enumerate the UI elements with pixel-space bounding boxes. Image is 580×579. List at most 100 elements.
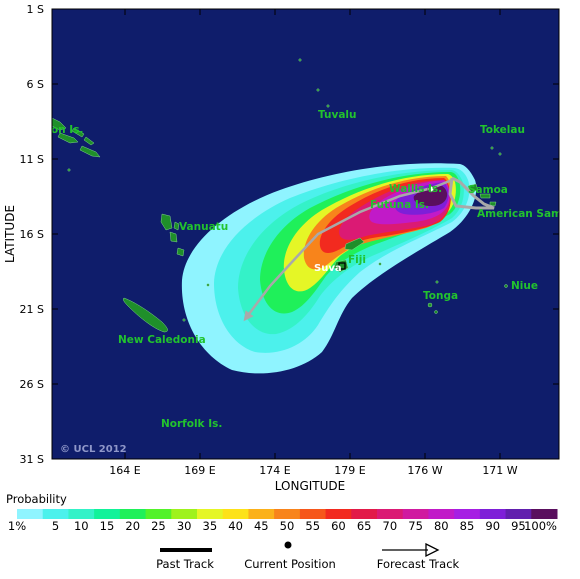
storm-track <box>243 176 495 322</box>
axis-ticks <box>52 8 559 460</box>
lat-tick-label: 1 S <box>27 3 44 16</box>
legend-level-label: 10 <box>74 519 89 533</box>
label-wallis: Wallis Is. <box>389 183 442 195</box>
suva-marker <box>338 262 346 270</box>
legend-swatch <box>428 509 455 519</box>
label-vanuatu: Vanuatu <box>179 221 228 233</box>
tokelau-atoll-2 <box>498 152 502 156</box>
tuvalu-atoll-3 <box>326 104 330 108</box>
lon-tick-label: 174 E <box>259 464 290 477</box>
legend-level-label: 1% <box>8 519 26 533</box>
probability-swath <box>181 163 477 374</box>
legend-level-label: 100% <box>524 519 557 533</box>
legend-level-label: 20 <box>125 519 140 533</box>
lon-tick-label: 179 E <box>334 464 365 477</box>
legend-level-label: 75 <box>408 519 423 533</box>
legend-swatch <box>197 509 224 519</box>
legend-level-label: 45 <box>254 519 269 533</box>
tonga-island-2 <box>434 310 438 314</box>
label-niue: Niue <box>511 280 538 292</box>
samoa-upolu <box>479 193 491 199</box>
legend-swatch <box>68 509 95 519</box>
legend-level-label: 35 <box>203 519 218 533</box>
lon-tick-label: 176 W <box>407 464 442 477</box>
legend-level-label: 55 <box>305 519 320 533</box>
lat-tick-label: 6 S <box>27 78 44 91</box>
legend-swatch <box>171 509 198 519</box>
islet <box>206 283 210 287</box>
track-key: Past Track Current Position Forecast Tra… <box>156 541 460 571</box>
lat-tick-label: 11 S <box>20 153 44 166</box>
islet-4 <box>378 262 382 266</box>
label-american-samoa: American Samoa <box>477 208 576 220</box>
legend-level-label: 30 <box>177 519 192 533</box>
american-samoa-tutuila <box>489 201 497 207</box>
lon-tick-label: 164 E <box>109 464 140 477</box>
tuvalu-atoll <box>298 58 302 62</box>
y-axis-title: LATITUDE <box>3 205 17 263</box>
vanuatu-north <box>173 221 180 231</box>
legend-level-label: 95 <box>511 519 526 533</box>
copyright-text: © UCL 2012 <box>60 444 127 455</box>
lon-tick-label: 171 W <box>482 464 517 477</box>
vanuatu-efate <box>176 247 185 257</box>
lat-tick-label: 21 S <box>20 303 44 316</box>
forecast-track-key-label: Forecast Track <box>377 557 460 571</box>
legend-level-label: 5 <box>52 519 59 533</box>
solomon-islands-3 <box>79 145 101 158</box>
legend-level-label: 65 <box>357 519 372 533</box>
new-caledonia-island <box>122 297 168 333</box>
label-tonga: Tonga <box>423 290 458 302</box>
legend-labels: 1% 5 10 15 20 25 30 35 40 45 50 55 60 65 70 75 80 85 90 951… <box>8 519 557 533</box>
legend-swatch <box>377 509 404 519</box>
vanuatu-espiritu-santo <box>160 213 173 231</box>
probability-legend: Probability 1% 5 10 15 20 25 30 35 40 45 50 55 60 65 7… <box>6 492 558 533</box>
legend-level-label: 90 <box>485 519 500 533</box>
niue-island <box>504 284 508 288</box>
past-track-line <box>448 176 495 210</box>
legend-level-label: 40 <box>228 519 243 533</box>
solomon-islands-4 <box>71 127 85 138</box>
tuvalu-atoll-2 <box>316 88 320 92</box>
tonga-island <box>427 302 433 308</box>
tokelau-atoll <box>490 146 494 150</box>
current-position-marker <box>427 185 435 193</box>
legend-swatch <box>145 509 172 519</box>
lon-tick-label: 169 E <box>184 464 215 477</box>
solomon-islands <box>52 117 67 131</box>
solomon-islands-5 <box>83 136 95 146</box>
tonga-island-3 <box>435 280 439 284</box>
current-position-key-label: Current Position <box>244 557 336 571</box>
legend-level-label: 15 <box>100 519 115 533</box>
legend-swatch <box>42 509 69 519</box>
label-suva: Suva <box>314 263 342 274</box>
current-position-key-dot <box>284 541 292 549</box>
islet-2 <box>182 318 186 322</box>
label-norfolk: Norfolk Is. <box>161 418 222 430</box>
legend-swatch <box>351 509 378 519</box>
label-solomon: mon Is. <box>40 124 83 136</box>
label-tokelau: Tokelau <box>480 124 525 136</box>
legend-title: Probability <box>6 492 67 506</box>
label-fiji: Fiji <box>348 254 366 266</box>
legend-swatch <box>479 509 507 519</box>
legend-swatch <box>454 509 481 519</box>
lat-tick-label: 26 S <box>20 378 44 391</box>
fiji-vanua-levu <box>344 237 365 251</box>
solomon-islands-2 <box>57 132 79 144</box>
legend-swatch <box>325 509 352 519</box>
legend-swatch <box>17 509 44 519</box>
legend-swatch <box>402 509 429 519</box>
label-futuna: Futuna Is. <box>370 199 429 211</box>
label-new-caledonia: New Caledonia <box>118 334 206 346</box>
legend-swatch <box>94 509 121 519</box>
legend-level-label: 80 <box>434 519 449 533</box>
forecast-track-line <box>243 178 453 322</box>
latitude-axis: 1 S 6 S 11 S 16 S 21 S 26 S 31 S LATITUD… <box>3 3 44 466</box>
label-tuvalu: Tuvalu <box>318 109 357 121</box>
longitude-axis: 164 E 169 E 174 E 179 E 176 W 171 W LONG… <box>109 464 518 493</box>
legend-swatches <box>17 509 558 519</box>
legend-swatch <box>505 509 532 519</box>
lat-tick-label: 16 S <box>20 228 44 241</box>
